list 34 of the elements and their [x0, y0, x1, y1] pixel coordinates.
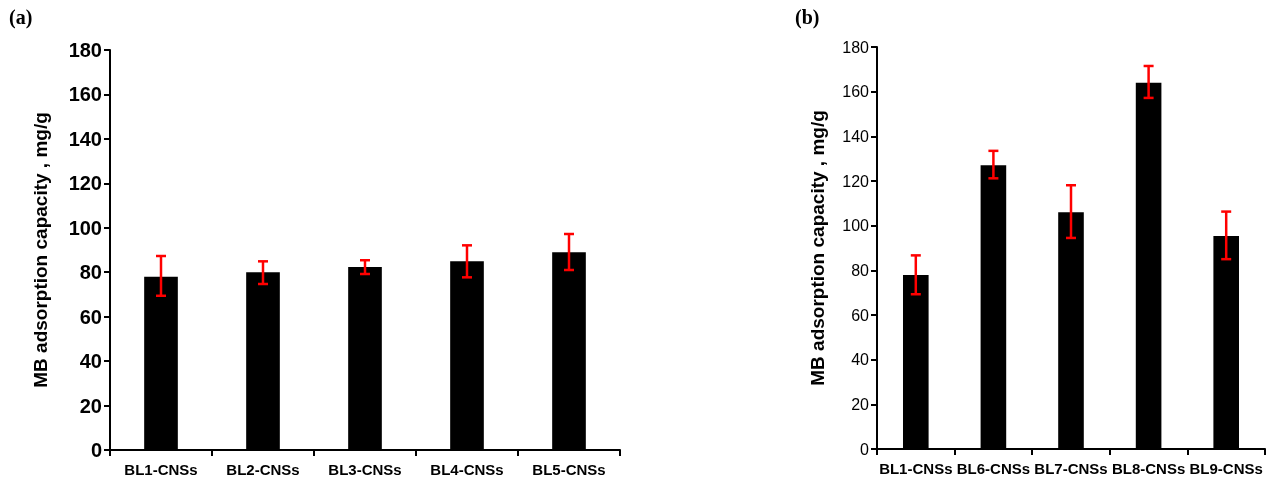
y-tick-label: 140 — [842, 127, 870, 145]
y-tick-label: 60 — [79, 305, 102, 328]
x-tick-label: BL4-CNSs — [430, 461, 504, 478]
x-tick-label: BL5-CNSs — [532, 461, 606, 478]
y-tick-label: 180 — [68, 39, 102, 61]
y-axis-title: MB adsorption capacity , mg/g — [807, 110, 828, 386]
y-axis-title: MB adsorption capacity , mg/g — [30, 112, 51, 388]
y-tick-label: 40 — [79, 350, 102, 373]
y-tick-label: 0 — [860, 440, 870, 458]
y-tick-label: 120 — [68, 172, 102, 195]
y-tick-label: 100 — [68, 216, 102, 239]
x-tick-label: BL3-CNSs — [328, 461, 402, 478]
y-tick-label: 180 — [842, 38, 870, 56]
x-tick-label: BL1-CNSs — [879, 460, 953, 477]
y-tick-label: 80 — [79, 261, 102, 284]
x-tick-label: BL7-CNSs — [1034, 460, 1108, 477]
y-tick-label: 40 — [851, 351, 870, 369]
y-tick-label: 160 — [842, 83, 870, 101]
y-tick-label: 20 — [851, 395, 870, 413]
x-tick-label: BL9-CNSs — [1189, 460, 1263, 477]
y-tick-label: 100 — [842, 217, 870, 235]
y-tick-label: 80 — [851, 261, 870, 279]
y-tick-label: 60 — [851, 306, 870, 324]
y-tick-label: 140 — [68, 127, 102, 150]
x-tick-label: BL6-CNSs — [956, 460, 1031, 477]
y-tick-label: 20 — [79, 394, 102, 417]
y-tick-label: 0 — [90, 439, 102, 461]
y-tick-label: 160 — [68, 83, 102, 106]
x-tick-label: BL1-CNSs — [124, 461, 198, 478]
x-tick-label: BL8-CNSs — [1111, 460, 1186, 477]
x-tick-label: BL2-CNSs — [226, 461, 300, 478]
chart-title: (b) — [795, 6, 820, 29]
chart-title: (a) — [9, 6, 33, 29]
y-tick-label: 120 — [842, 172, 870, 190]
